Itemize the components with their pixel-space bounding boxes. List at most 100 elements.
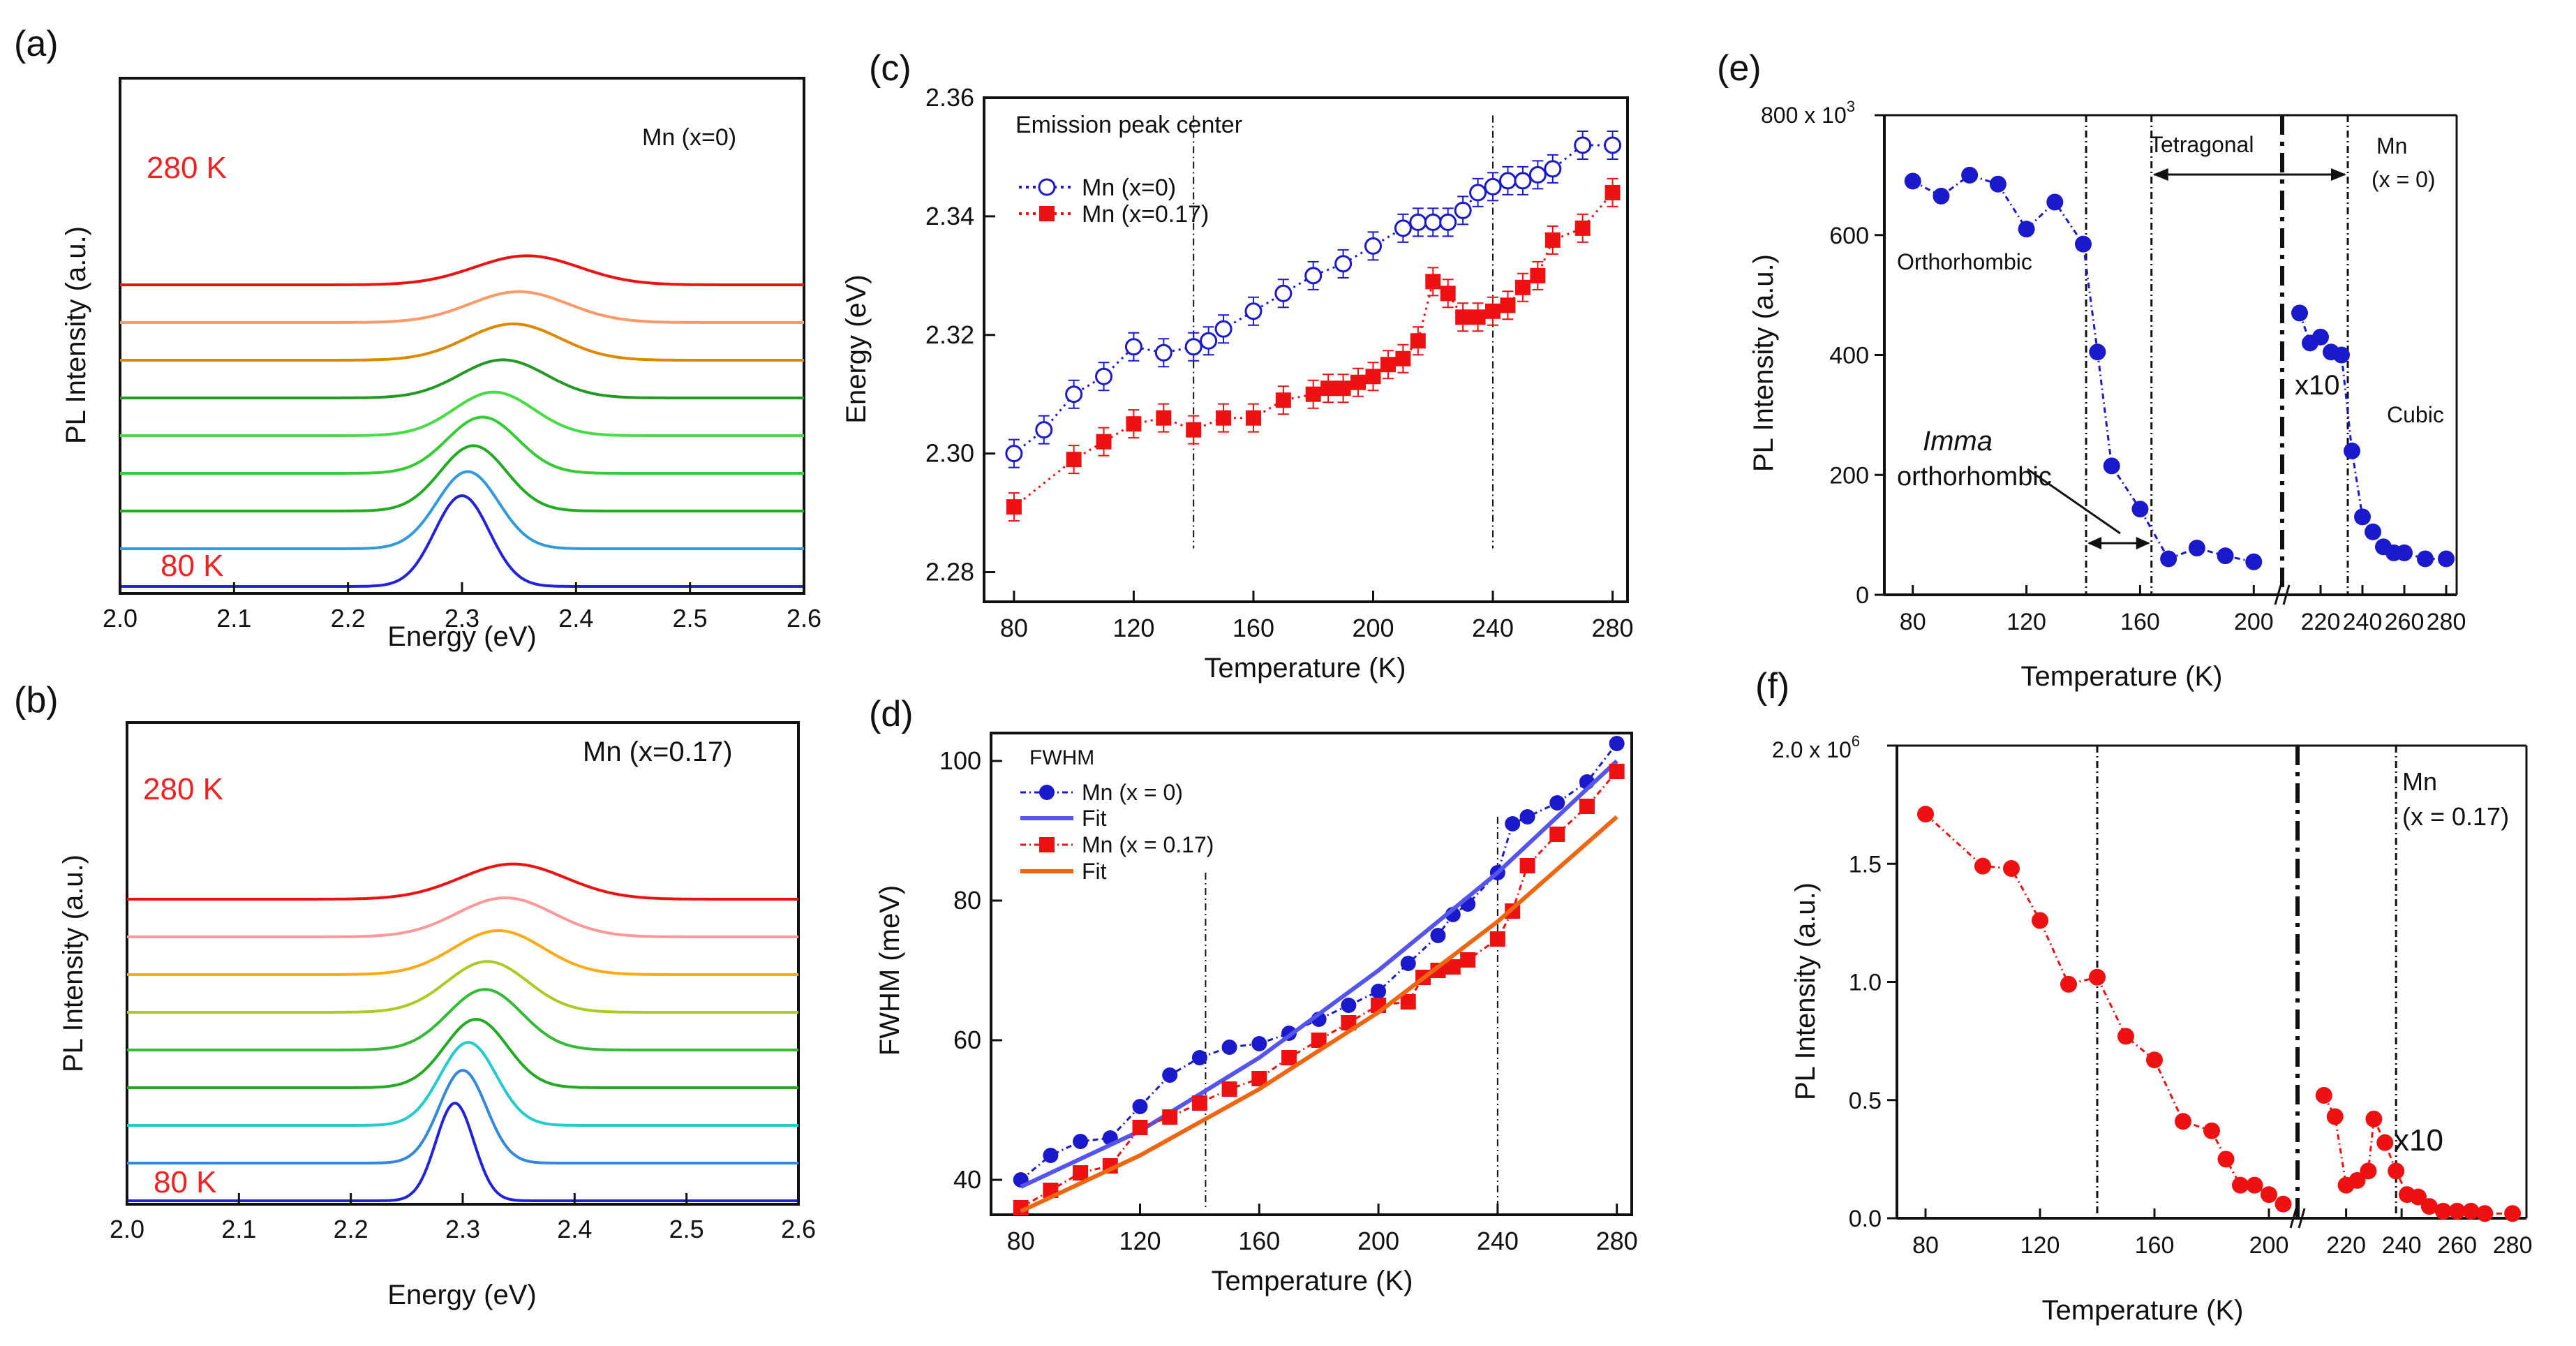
xtick-label-c-4: 240 [1472, 614, 1514, 642]
point-c-0-15 [1409, 213, 1427, 231]
panel-e-tetragonal: Tetragonal [2150, 132, 2254, 157]
panel-a-curves [120, 254, 804, 588]
point-c-1-16 [1410, 333, 1426, 349]
panel-a-title: Mn (x=0) [642, 124, 736, 151]
panel-c-legend: Mn (x=0) Mn (x=0.17) [1019, 175, 1209, 228]
point-f-0-13 [2261, 1186, 2277, 1204]
xtick-label-e-5: 240 [2343, 609, 2383, 635]
panel-label-a: (a) [14, 24, 59, 64]
point-f-0-8 [2175, 1113, 2191, 1130]
panel-label-f: (f) [1755, 666, 1789, 707]
point-e-0-11 [2188, 540, 2205, 557]
point-c-0-16 [1424, 213, 1442, 231]
point-c-1-23 [1514, 279, 1531, 295]
point-d-2-13 [1400, 994, 1416, 1010]
point-c-1-26 [1574, 220, 1591, 236]
ytick-label-f-1: 0.5 [1849, 1088, 1882, 1114]
spectrum-b-5 [127, 960, 798, 1014]
xtick-label-e-4: 220 [2301, 609, 2341, 635]
xtick-label-f-0: 80 [1912, 1232, 1939, 1259]
fit-line-d-1 [1020, 759, 1618, 1189]
spectrum-b-6 [127, 929, 798, 976]
series-line-e-0 [1912, 174, 2254, 563]
series-line-d-0 [1020, 743, 1618, 1181]
point-f-0-3 [2032, 912, 2048, 929]
xtick-label-b-1: 2.1 [221, 1215, 256, 1243]
point-c-1-25 [1544, 232, 1561, 248]
xtick-label-f-2: 160 [2135, 1232, 2175, 1259]
point-d-0-5 [1162, 1067, 1178, 1083]
point-e-1-7 [2365, 523, 2381, 540]
legend-d-label-3: Fit [1082, 859, 1107, 884]
point-c-1-15 [1395, 350, 1411, 367]
spectrum-a-3 [120, 415, 804, 475]
xtick-label-d-0: 80 [1007, 1227, 1035, 1255]
point-f-0-5 [2089, 968, 2106, 986]
legend-d-label-0: Mn (x = 0) [1082, 780, 1183, 805]
point-f-1-15 [2504, 1205, 2522, 1222]
panel-e-x10: x10 [2295, 370, 2340, 401]
panel-a-label-80k: 80 K [161, 549, 224, 583]
point-c-0-3 [1095, 367, 1113, 385]
xtick-label-a-4: 2.4 [558, 604, 593, 633]
point-e-0-0 [1904, 172, 1921, 190]
panel-f-intensity: 80 120 160 200 220 240 260 280 0.0 0.5 1.0 1.5 2.0 … [1772, 732, 2533, 1326]
point-d-0-18 [1505, 816, 1521, 831]
xtick-label-e-7: 280 [2427, 609, 2466, 635]
point-c-1-0 [1006, 499, 1022, 515]
ytick-label-d-2: 80 [953, 886, 981, 915]
xtick-label-f-1: 120 [2020, 1232, 2060, 1259]
point-d-2-8 [1251, 1071, 1267, 1086]
panel-a-ylabel: PL Intensity (a.u.) [61, 226, 91, 444]
point-f-1-9 [2409, 1188, 2427, 1206]
panel-d-title: FWHM [1029, 746, 1094, 769]
panel-b-label-280k: 280 K [143, 772, 223, 806]
xtick-label-c-0: 80 [1000, 614, 1028, 642]
point-c-0-12 [1334, 255, 1353, 273]
spectrum-a-7 [120, 290, 804, 324]
legend-c-marker-0 [1038, 178, 1056, 196]
point-c-1-21 [1485, 303, 1501, 319]
point-f-1-7 [2388, 1162, 2405, 1180]
ytick-label-f-3: 1.5 [1849, 851, 1882, 878]
point-e-1-10 [2396, 544, 2413, 561]
point-c-0-19 [1469, 184, 1487, 202]
point-e-0-7 [2089, 343, 2106, 361]
spectrum-a-8 [120, 254, 804, 286]
panel-c-xlabel: Temperature (K) [1205, 653, 1406, 683]
point-c-1-6 [1216, 410, 1232, 426]
xtick-label-d-3: 200 [1357, 1227, 1399, 1255]
spectrum-b-0 [127, 1102, 798, 1202]
point-d-0-20 [1549, 795, 1565, 811]
point-c-1-17 [1425, 274, 1441, 290]
panel-e-ytop-label: 800 x 103 [1761, 98, 1855, 128]
panel-d-ylabel: FWHM (meV) [874, 885, 905, 1056]
xtick-label-e-0: 80 [1900, 609, 1926, 635]
panel-label-b: (b) [14, 680, 59, 720]
xtick-label-d-5: 280 [1596, 1227, 1638, 1255]
point-f-1-5 [2365, 1110, 2383, 1127]
point-d-2-10 [1311, 1033, 1327, 1048]
ytick-label-c-0: 2.28 [925, 558, 974, 586]
break-mark-b-f [2298, 1208, 2306, 1229]
panel-c-frame [983, 96, 1629, 603]
panel-f-title-line1: Mn [2402, 767, 2437, 796]
tetragonal-arrowhead-left [2152, 168, 2168, 181]
panel-e-orthorhombic: Orthorhombic [1897, 249, 2032, 274]
panel-d-fwhm: 80 120 160 200 240 280 40 60 80 100 FWHM Mn (x = … [874, 732, 1638, 1296]
point-c-1-5 [1186, 422, 1202, 438]
point-c-0-9 [1244, 302, 1263, 320]
panel-c-plot: 80 120 160 200 240 280 2.28 2.30 2.32 2.34 2.36 [925, 83, 1634, 642]
point-c-0-20 [1484, 177, 1502, 195]
xtick-label-f-6: 260 [2437, 1232, 2477, 1259]
legend-c-label-0: Mn (x=0) [1082, 175, 1176, 201]
point-e-0-13 [2245, 553, 2263, 570]
point-d-2-6 [1191, 1095, 1207, 1111]
fit-line-d-3 [1020, 815, 1618, 1213]
xtick-label-e-1: 120 [2007, 609, 2046, 635]
xtick-label-d-1: 120 [1119, 1227, 1161, 1255]
spectrum-b-4 [127, 988, 798, 1051]
point-c-1-4 [1156, 410, 1172, 426]
break-mark-a-f [2289, 1208, 2298, 1229]
